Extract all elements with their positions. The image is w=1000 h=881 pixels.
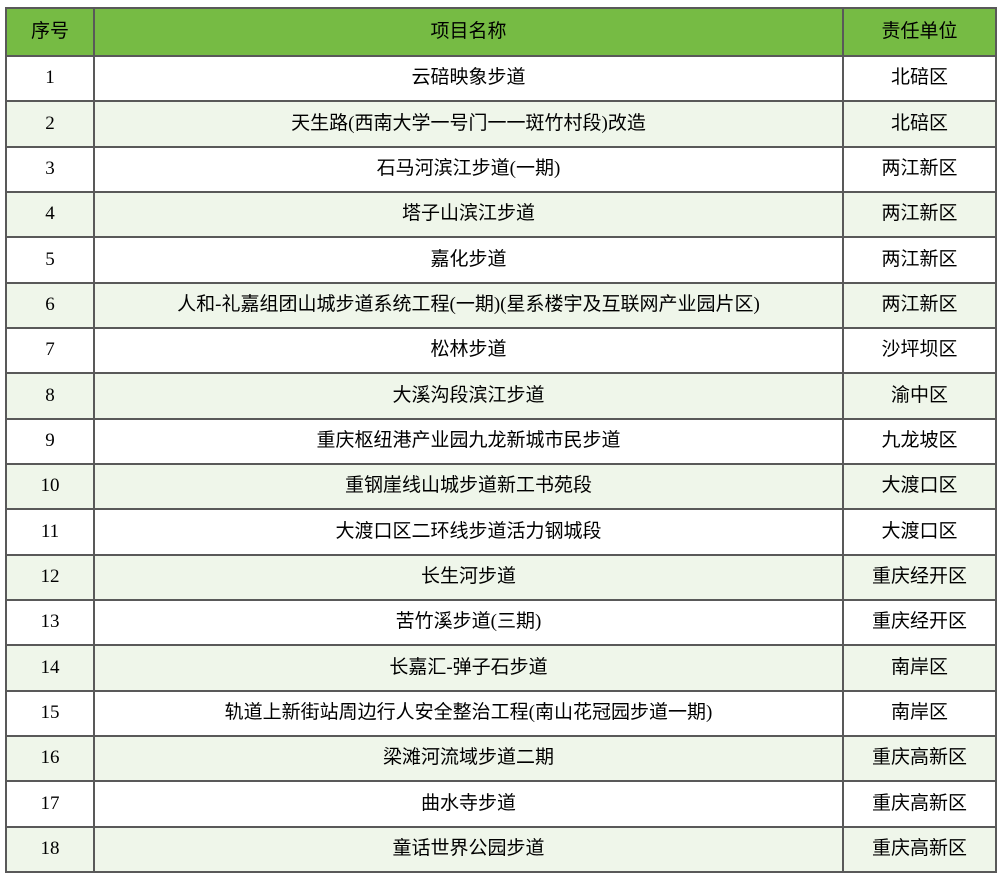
column-header-responsible-unit: 责任单位	[842, 7, 997, 57]
responsible-unit-cell: 重庆高新区	[842, 734, 997, 783]
table-row: 1 云碚映象步道 北碚区	[5, 54, 997, 103]
project-name-cell: 重钢崖线山城步道新工书苑段	[93, 462, 844, 511]
row-index-cell: 17	[5, 780, 95, 828]
responsible-unit-cell: 南岸区	[842, 689, 997, 737]
responsible-unit-cell: 大渡口区	[842, 462, 997, 511]
table-row: 15 轨道上新街站周边行人安全整治工程(南山花冠园步道一期) 南岸区	[5, 689, 997, 737]
row-index-cell: 14	[5, 644, 95, 692]
row-index-cell: 12	[5, 553, 95, 601]
table-row: 8 大溪沟段滨江步道 渝中区	[5, 372, 997, 420]
table-row: 17 曲水寺步道 重庆高新区	[5, 780, 997, 828]
header-row: 序号 项目名称 责任单位	[5, 7, 997, 57]
project-name-cell: 嘉化步道	[93, 236, 844, 284]
project-name-cell: 大渡口区二环线步道活力钢城段	[93, 508, 844, 556]
responsible-unit-cell: 两江新区	[842, 190, 997, 239]
project-name-cell: 人和-礼嘉组团山城步道系统工程(一期)(星系楼宇及互联网产业园片区)	[93, 281, 844, 329]
project-name-cell: 塔子山滨江步道	[93, 190, 844, 239]
table-row: 13 苦竹溪步道(三期) 重庆经开区	[5, 598, 997, 647]
row-index-cell: 15	[5, 689, 95, 737]
table-row: 10 重钢崖线山城步道新工书苑段 大渡口区	[5, 462, 997, 511]
row-index-cell: 4	[5, 190, 95, 239]
row-index-cell: 3	[5, 145, 95, 193]
table-row: 2 天生路(西南大学一号门一一斑竹村段)改造 北碚区	[5, 100, 997, 148]
table-row: 3 石马河滨江步道(一期) 两江新区	[5, 145, 997, 193]
project-name-cell: 大溪沟段滨江步道	[93, 372, 844, 420]
table-row: 4 塔子山滨江步道 两江新区	[5, 190, 997, 239]
row-index-cell: 11	[5, 508, 95, 556]
row-index-cell: 2	[5, 100, 95, 148]
project-name-cell: 石马河滨江步道(一期)	[93, 145, 844, 193]
table-row: 11 大渡口区二环线步道活力钢城段 大渡口区	[5, 508, 997, 556]
table-row: 6 人和-礼嘉组团山城步道系统工程(一期)(星系楼宇及互联网产业园片区) 两江新…	[5, 281, 997, 329]
project-name-cell: 重庆枢纽港产业园九龙新城市民步道	[93, 417, 844, 465]
project-name-cell: 梁滩河流域步道二期	[93, 734, 844, 783]
project-name-cell: 轨道上新街站周边行人安全整治工程(南山花冠园步道一期)	[93, 689, 844, 737]
row-index-cell: 10	[5, 462, 95, 511]
responsible-unit-cell: 两江新区	[842, 281, 997, 329]
row-index-cell: 18	[5, 825, 95, 874]
row-index-cell: 13	[5, 598, 95, 647]
project-name-cell: 童话世界公园步道	[93, 825, 844, 874]
row-index-cell: 5	[5, 236, 95, 284]
responsible-unit-cell: 重庆经开区	[842, 553, 997, 601]
table-row: 12 长生河步道 重庆经开区	[5, 553, 997, 601]
row-index-cell: 1	[5, 54, 95, 103]
project-name-cell: 长生河步道	[93, 553, 844, 601]
responsible-unit-cell: 重庆高新区	[842, 780, 997, 828]
table-body: 1 云碚映象步道 北碚区 2 天生路(西南大学一号门一一斑竹村段)改造 北碚区 …	[5, 54, 997, 874]
project-name-cell: 松林步道	[93, 326, 844, 375]
responsible-unit-cell: 重庆经开区	[842, 598, 997, 647]
responsible-unit-cell: 沙坪坝区	[842, 326, 997, 375]
table-row: 7 松林步道 沙坪坝区	[5, 326, 997, 375]
responsible-unit-cell: 两江新区	[842, 145, 997, 193]
row-index-cell: 16	[5, 734, 95, 783]
project-name-cell: 曲水寺步道	[93, 780, 844, 828]
project-table: 序号 项目名称 责任单位 1 云碚映象步道 北碚区 2 天生路(西南大学一号门一…	[5, 7, 997, 874]
column-header-index: 序号	[5, 7, 95, 57]
table-row: 18 童话世界公园步道 重庆高新区	[5, 825, 997, 874]
project-name-cell: 长嘉汇-弹子石步道	[93, 644, 844, 692]
project-name-cell: 苦竹溪步道(三期)	[93, 598, 844, 647]
responsible-unit-cell: 渝中区	[842, 372, 997, 420]
responsible-unit-cell: 大渡口区	[842, 508, 997, 556]
row-index-cell: 9	[5, 417, 95, 465]
table-row: 14 长嘉汇-弹子石步道 南岸区	[5, 644, 997, 692]
row-index-cell: 8	[5, 372, 95, 420]
project-name-cell: 天生路(西南大学一号门一一斑竹村段)改造	[93, 100, 844, 148]
row-index-cell: 6	[5, 281, 95, 329]
table-row: 9 重庆枢纽港产业园九龙新城市民步道 九龙坡区	[5, 417, 997, 465]
responsible-unit-cell: 南岸区	[842, 644, 997, 692]
column-header-project-name: 项目名称	[93, 7, 844, 57]
responsible-unit-cell: 九龙坡区	[842, 417, 997, 465]
row-index-cell: 7	[5, 326, 95, 375]
table-row: 16 梁滩河流域步道二期 重庆高新区	[5, 734, 997, 783]
project-name-cell: 云碚映象步道	[93, 54, 844, 103]
table-row: 5 嘉化步道 两江新区	[5, 236, 997, 284]
responsible-unit-cell: 两江新区	[842, 236, 997, 284]
responsible-unit-cell: 重庆高新区	[842, 825, 997, 874]
responsible-unit-cell: 北碚区	[842, 100, 997, 148]
responsible-unit-cell: 北碚区	[842, 54, 997, 103]
